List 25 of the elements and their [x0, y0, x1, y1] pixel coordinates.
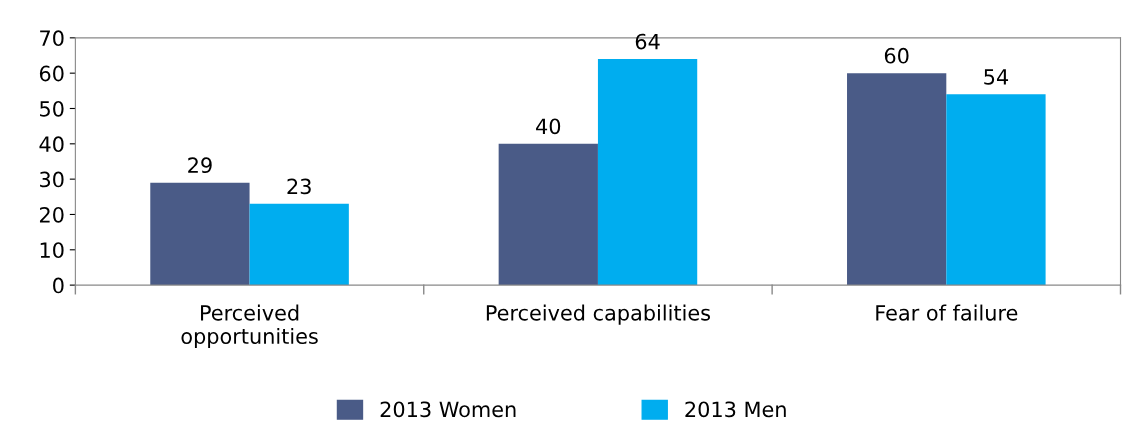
data-label: 60 — [884, 47, 909, 64]
data-label: 23 — [287, 178, 311, 195]
legend-label: 2013 Women — [380, 401, 516, 418]
y-tick-label: 20 — [39, 206, 64, 223]
y-tick-label: 0 — [53, 277, 64, 294]
y-tick-label: 30 — [40, 171, 64, 188]
bar — [597, 59, 698, 286]
data-label: 40 — [536, 118, 561, 135]
bar — [249, 203, 349, 286]
bar — [150, 182, 250, 286]
data-label: 29 — [188, 157, 212, 174]
y-tick-label: 50 — [40, 100, 64, 117]
y-tick-label: 70 — [40, 30, 64, 47]
y-tick-label: 60 — [39, 65, 64, 82]
x-tick-label: Perceived opportunities — [181, 304, 318, 349]
bar — [498, 143, 598, 286]
y-tick-label: 10 — [40, 242, 64, 259]
bar — [847, 73, 947, 286]
y-tick-label: 40 — [39, 136, 64, 153]
legend-label: 2013 Men — [685, 401, 786, 418]
x-tick-label: Fear of failure — [876, 304, 1018, 321]
data-label: 54 — [984, 69, 1009, 85]
data-label: 64 — [635, 33, 660, 50]
bar — [946, 94, 1046, 286]
x-tick-label: Perceived capabilities — [486, 304, 711, 325]
